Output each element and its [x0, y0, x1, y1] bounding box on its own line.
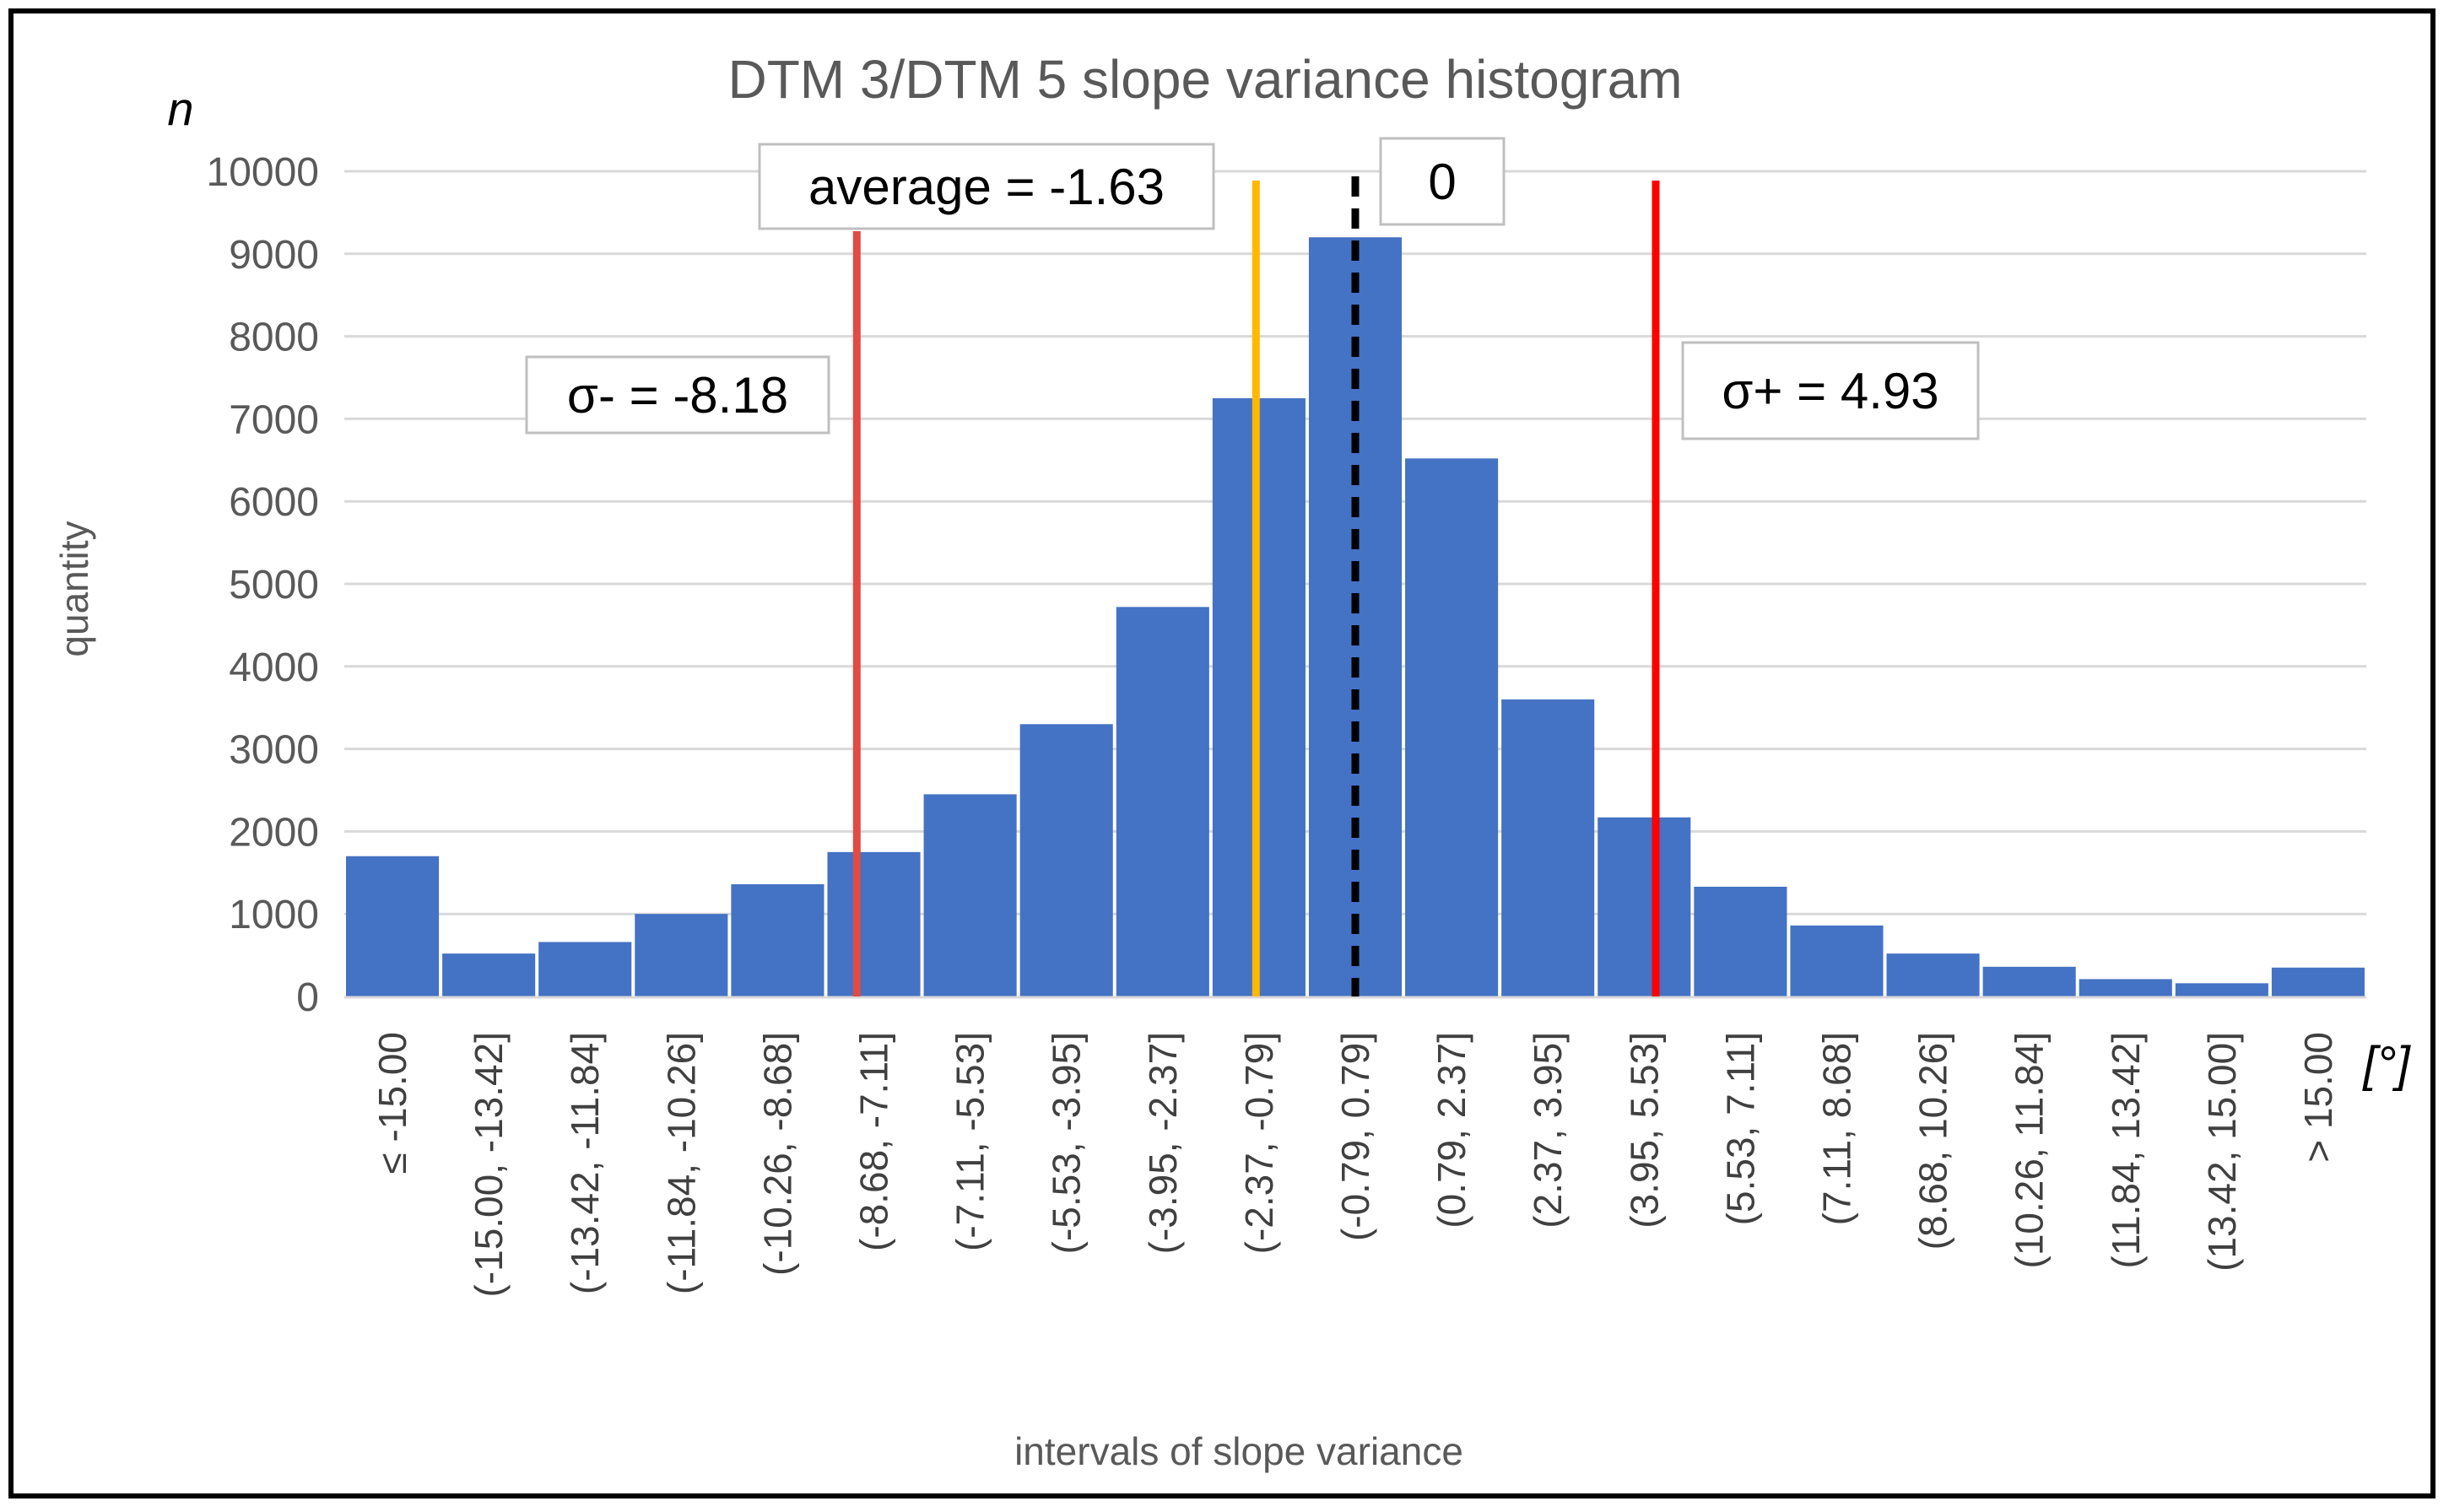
y-axis-title: quantity [52, 521, 96, 656]
zero-callout-label: 0 [1428, 154, 1456, 210]
x-tick-label: (2.37, 3.95] [1526, 1032, 1570, 1228]
bar [731, 883, 824, 996]
x-tick-label: (13.42, 15.00] [2200, 1032, 2244, 1272]
y-tick-label: 0 [296, 975, 319, 1020]
bar [2175, 983, 2268, 996]
bar [1116, 607, 1209, 996]
x-tick-label: (-0.79, 0.79] [1333, 1032, 1377, 1241]
bar [1598, 817, 1691, 996]
bar [2271, 967, 2365, 996]
x-tick-label: (-3.95, -2.37] [1141, 1032, 1185, 1254]
reference-lines [852, 176, 1660, 996]
bar [923, 794, 1017, 996]
chart-frame: 0 1000 2000 3000 4000 5000 6000 7000 8000 9000 100… [8, 8, 2435, 1498]
y-tick-label: 8000 [229, 316, 319, 360]
y-tick-label: 3000 [229, 728, 319, 773]
histogram-chart: 0 1000 2000 3000 4000 5000 6000 7000 8000 9000 100… [52, 49, 2412, 1473]
bar [1308, 237, 1403, 996]
y-tick-label: 10000 [207, 150, 319, 195]
sigma-plus-callout-box [1681, 341, 1980, 440]
bar [346, 856, 440, 996]
bar [1019, 724, 1113, 996]
bar [442, 953, 536, 996]
x-tick-label: (-13.42, -11.84] [563, 1032, 607, 1294]
bar [538, 942, 632, 996]
x-tick-label: > 15.00 [2296, 1032, 2340, 1163]
x-tick-label: (-2.37, -0.79] [1237, 1032, 1281, 1254]
y-tick-label: 6000 [229, 480, 319, 525]
x-tick-label: (11.84, 13.42] [2104, 1032, 2148, 1268]
sigma-minus-callout-box [525, 355, 830, 435]
y-unit-label: n [167, 82, 193, 135]
y-tick-label: 4000 [229, 645, 319, 690]
x-tick-label: (-7.11, -5.53] [949, 1032, 992, 1251]
bar [1790, 925, 1884, 996]
bar [1501, 699, 1595, 996]
bar [827, 851, 921, 996]
bar [2079, 979, 2172, 996]
x-tick-label: (5.53, 7.11] [1718, 1032, 1762, 1225]
x-tick-label: (0.79, 2.37] [1430, 1032, 1473, 1228]
y-tick-label: 7000 [229, 397, 319, 442]
bar [1886, 953, 1980, 996]
x-tick-label: (3.95, 5.53] [1622, 1032, 1666, 1228]
x-tick-label: ≤ -15.00 [370, 1032, 414, 1174]
y-tick-label: 5000 [229, 563, 319, 608]
y-tick-labels: 0 1000 2000 3000 4000 5000 6000 7000 8000 9000 100… [207, 150, 319, 1020]
average-callout-label: average = -1.63 [808, 159, 1165, 215]
x-tick-label: (7.11, 8.68] [1814, 1032, 1858, 1225]
bar [635, 914, 728, 996]
bar [1694, 886, 1787, 996]
zero-callout-box [1379, 137, 1506, 226]
x-axis-title: intervals of slope variance [1014, 1429, 1463, 1473]
x-tick-label: (-11.84, -10.26] [659, 1032, 703, 1294]
x-tick-label: (8.68, 10.26] [1911, 1032, 1955, 1250]
x-tick-label: (-8.68, -7.11] [852, 1032, 896, 1251]
x-tick-labels: ≤ -15.00 (-15.00, -13.42] (-13.42, -11.84]… [370, 1032, 2340, 1298]
average-callout-box [758, 143, 1215, 230]
x-tick-label: (10.26, 11.84] [2008, 1032, 2052, 1268]
y-tick-label: 9000 [229, 233, 319, 278]
x-tick-label: (-5.53, -3.95] [1045, 1032, 1089, 1254]
x-unit-label: [°] [2361, 1037, 2411, 1092]
bar [1982, 966, 2076, 996]
y-tick-label: 1000 [229, 893, 319, 937]
x-tick-label: (-10.26, -8.68] [755, 1032, 799, 1276]
callouts: σ- = -8.18 average = -1.63 0 σ+ = 4.93 [525, 137, 1980, 440]
chart-title: DTM 3/DTM 5 slope variance histogram [727, 49, 1682, 110]
y-tick-label: 2000 [229, 810, 319, 855]
sigma-plus-callout-label: σ+ = 4.93 [1722, 363, 1938, 419]
sigma-minus-callout-label: σ- = -8.18 [567, 367, 788, 424]
bar [1405, 458, 1499, 996]
x-tick-label: (-15.00, -13.42] [467, 1032, 511, 1298]
